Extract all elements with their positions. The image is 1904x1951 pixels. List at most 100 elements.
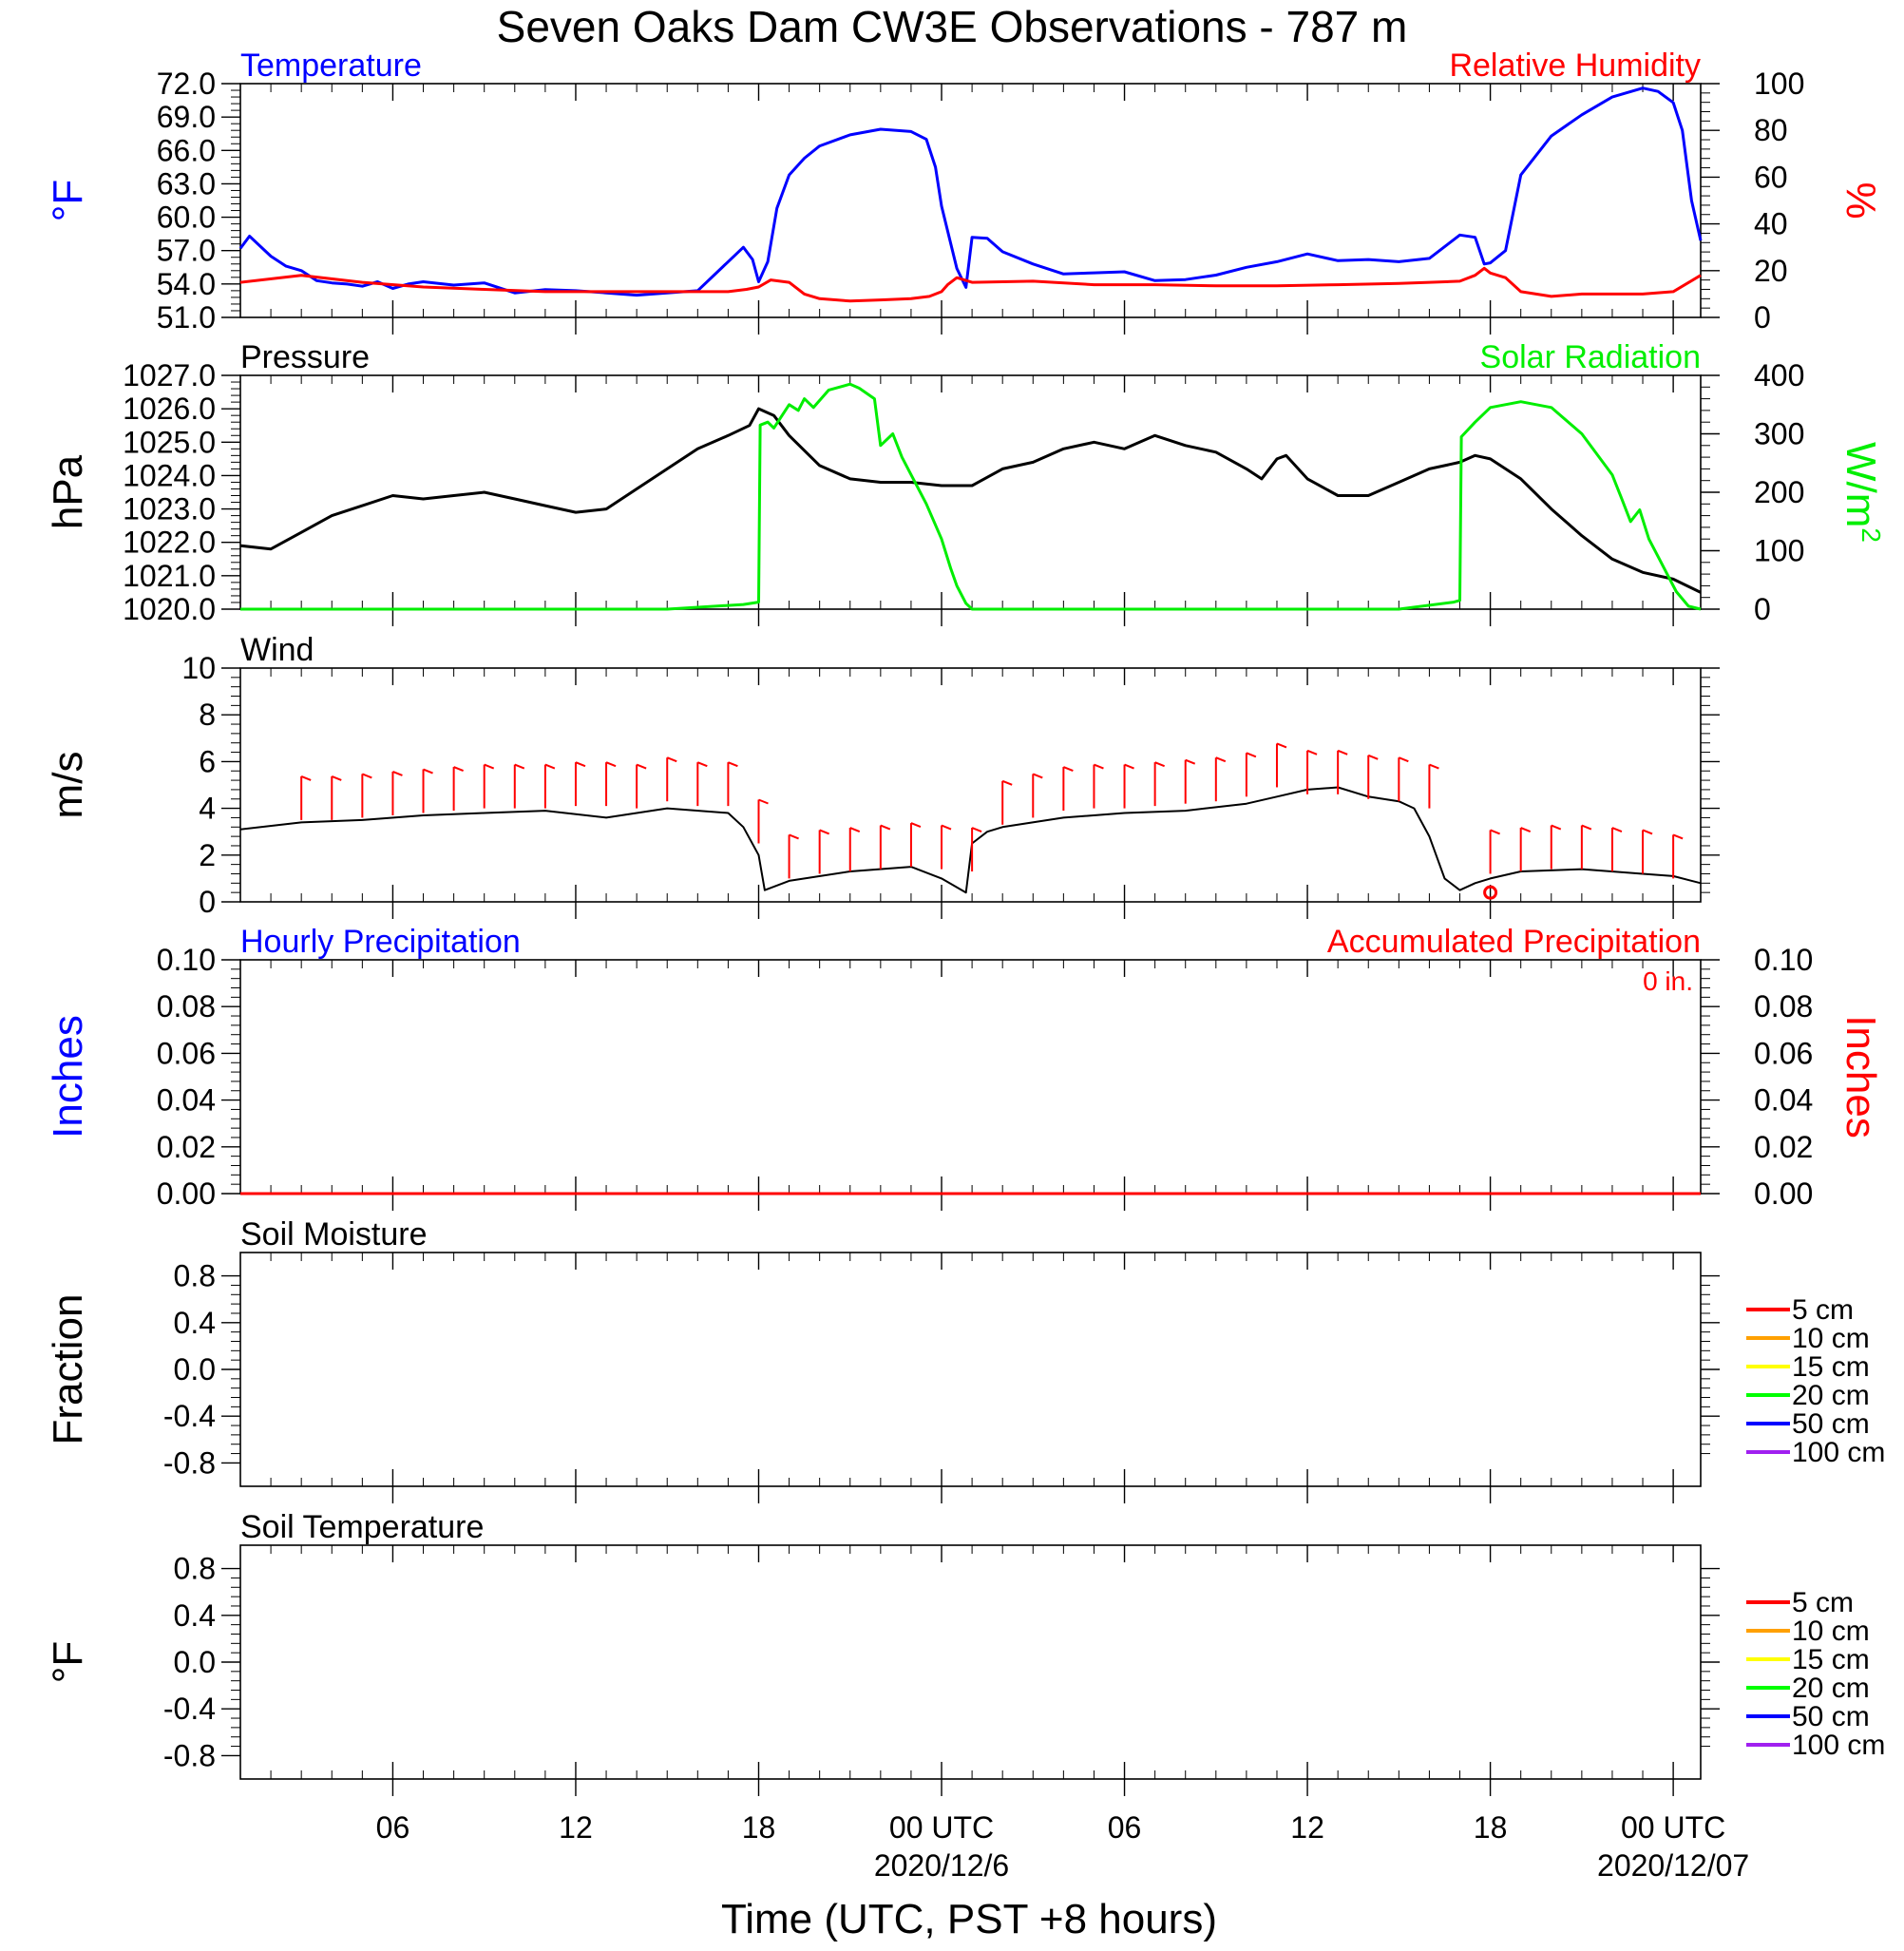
panel-5: 0.8 0.4 0.0 -0.4 -0.8 Soil Moisture Fraction 5 … bbox=[45, 1216, 1885, 1503]
panel-title-left: Soil Temperature bbox=[240, 1509, 484, 1545]
wind-barb-flag bbox=[1642, 829, 1653, 835]
y-tick-label-left: 6 bbox=[199, 744, 216, 778]
y-tick-label-left: 0.00 bbox=[157, 1176, 216, 1211]
wind-barb-flag bbox=[1276, 742, 1287, 749]
y-tick-label-right: 40 bbox=[1754, 207, 1788, 241]
wind-barb-flag bbox=[575, 761, 586, 768]
y-tick-label-left: 0.0 bbox=[174, 1645, 216, 1679]
x-tick-label: 12 bbox=[1290, 1810, 1324, 1845]
y-tick-label-right: 100 bbox=[1754, 534, 1804, 568]
legend-label: 20 cm bbox=[1792, 1380, 1870, 1411]
x-tick-label: 06 bbox=[1108, 1810, 1142, 1845]
legend-label: 20 cm bbox=[1792, 1673, 1870, 1704]
y-tick-label-left: 72.0 bbox=[157, 67, 216, 101]
panel-1: 72.069.066.063.060.057.054.051.0 100 80 60 4… bbox=[45, 48, 1884, 335]
y-tick-label-left: 0.10 bbox=[157, 943, 216, 977]
y-tick-label-left: 69.0 bbox=[157, 100, 216, 134]
wind-barb-flag bbox=[1611, 827, 1623, 832]
y-axis-label-left: Fraction bbox=[45, 1294, 91, 1445]
series-line-wind-speed bbox=[239, 786, 1702, 894]
x-axis-label: Time (UTC, PST +8 hours) bbox=[721, 1896, 1217, 1942]
panel-4: 0.10 0.08 0.06 0.04 0.02 0.00 0.10 0.08 0.06 0.04… bbox=[45, 924, 1884, 1211]
wind-barb-flag bbox=[1215, 756, 1227, 763]
panels-group: 72.069.066.063.060.057.054.051.010080604… bbox=[45, 48, 1886, 1796]
y-tick-label-right: 0.06 bbox=[1754, 1036, 1813, 1070]
y-tick-label-left: 1022.0 bbox=[123, 526, 216, 560]
wind-barb-flag bbox=[789, 833, 799, 840]
legend-label: 50 cm bbox=[1792, 1408, 1870, 1440]
wind-barb-flag bbox=[605, 761, 617, 768]
y-tick-label-left: -0.4 bbox=[163, 1692, 216, 1726]
wind-barb-flag bbox=[392, 771, 403, 776]
wind-barb-flag bbox=[666, 756, 677, 763]
y-axis-label-left: Inches bbox=[45, 1015, 91, 1138]
wind-barb-flag bbox=[1551, 824, 1562, 831]
wind-barb-flag bbox=[331, 775, 342, 781]
y-tick-label-left: 0.08 bbox=[157, 989, 216, 1023]
y-axis-label-right: % bbox=[1837, 182, 1884, 219]
y-axis-label-right-superscript: 2 bbox=[1856, 527, 1886, 543]
y-tick-label-left: 0.8 bbox=[174, 1259, 216, 1293]
wind-barb-flag bbox=[1520, 827, 1532, 832]
y-tick-label-left: 57.0 bbox=[157, 234, 216, 268]
y-axis-label-right: Inches bbox=[1837, 1015, 1884, 1138]
panel-title-left: Hourly Precipitation bbox=[240, 924, 521, 960]
wind-barb-flag bbox=[971, 827, 982, 832]
y-tick-label-left: -0.4 bbox=[163, 1399, 216, 1433]
y-tick-label-left: 4 bbox=[199, 792, 216, 826]
x-tick-label: 18 bbox=[1474, 1810, 1508, 1845]
precip-total-annotation: 0 in. bbox=[1643, 966, 1693, 996]
y-tick-label-right: 0 bbox=[1754, 592, 1771, 626]
y-tick-label-left: 0.02 bbox=[157, 1130, 216, 1164]
wind-barb-flag bbox=[1154, 761, 1166, 768]
legend-label: 50 cm bbox=[1792, 1701, 1870, 1732]
wind-calm-marker bbox=[1483, 885, 1498, 900]
y-tick-label-left: 2 bbox=[199, 838, 216, 872]
x-date-label: 2020/12/6 bbox=[874, 1848, 1009, 1883]
x-tick-label: 12 bbox=[559, 1810, 593, 1845]
y-tick-label-right: 0.08 bbox=[1754, 989, 1813, 1023]
panel-title-left: Wind bbox=[240, 632, 314, 668]
y-tick-label-left: 10 bbox=[181, 651, 216, 685]
wind-barb-flag bbox=[1429, 763, 1439, 770]
y-axis-label-left: °F bbox=[45, 180, 91, 221]
wind-barb-flag bbox=[1062, 766, 1074, 772]
wind-barb-flag bbox=[1185, 758, 1196, 765]
wind-barb-flag bbox=[696, 761, 708, 768]
y-tick-label-right: 0 bbox=[1754, 300, 1771, 335]
y-tick-label-right: 20 bbox=[1754, 254, 1788, 288]
x-tick-label: 06 bbox=[376, 1810, 410, 1845]
y-tick-label-left: 1020.0 bbox=[123, 592, 216, 626]
y-tick-label-right: 60 bbox=[1754, 160, 1788, 194]
wind-barb-flag bbox=[728, 761, 738, 768]
x-tick-label: 18 bbox=[742, 1810, 776, 1845]
y-tick-label-left: 0.4 bbox=[174, 1306, 216, 1340]
panel-title-right: Relative Humidity bbox=[1449, 48, 1701, 84]
y-tick-label-left: 1021.0 bbox=[123, 559, 216, 593]
wind-barb-flag bbox=[758, 798, 769, 805]
y-tick-label-left: 51.0 bbox=[157, 300, 216, 335]
y-tick-label-left: 0.8 bbox=[174, 1552, 216, 1586]
y-axis-label-left: °F bbox=[45, 1641, 91, 1683]
wind-barb-flag bbox=[300, 775, 312, 781]
wind-barb-flag bbox=[1094, 763, 1104, 770]
y-tick-label-left: 8 bbox=[199, 698, 216, 732]
panel-2: 1027.01026.01025.01024.01023.01022.01021… bbox=[45, 339, 1886, 626]
y-tick-label-left: 54.0 bbox=[157, 267, 216, 301]
wind-barb-flag bbox=[1246, 752, 1257, 758]
y-tick-label-right: 0.04 bbox=[1754, 1083, 1813, 1118]
wind-barb-flag bbox=[361, 773, 372, 779]
y-tick-label-left: 1026.0 bbox=[123, 392, 216, 426]
wind-barb-flag bbox=[819, 829, 830, 835]
legend-label: 10 cm bbox=[1792, 1616, 1870, 1647]
panel-title-left: Temperature bbox=[240, 48, 422, 84]
figure-title: Seven Oaks Dam CW3E Observations - 787 m bbox=[497, 2, 1408, 51]
wind-barb-flag bbox=[941, 824, 952, 831]
y-tick-label-left: 0 bbox=[199, 885, 216, 919]
panel-frame bbox=[239, 667, 1702, 903]
wind-barb-flag bbox=[1001, 779, 1013, 786]
x-tick-label: 00 UTC bbox=[889, 1810, 994, 1845]
